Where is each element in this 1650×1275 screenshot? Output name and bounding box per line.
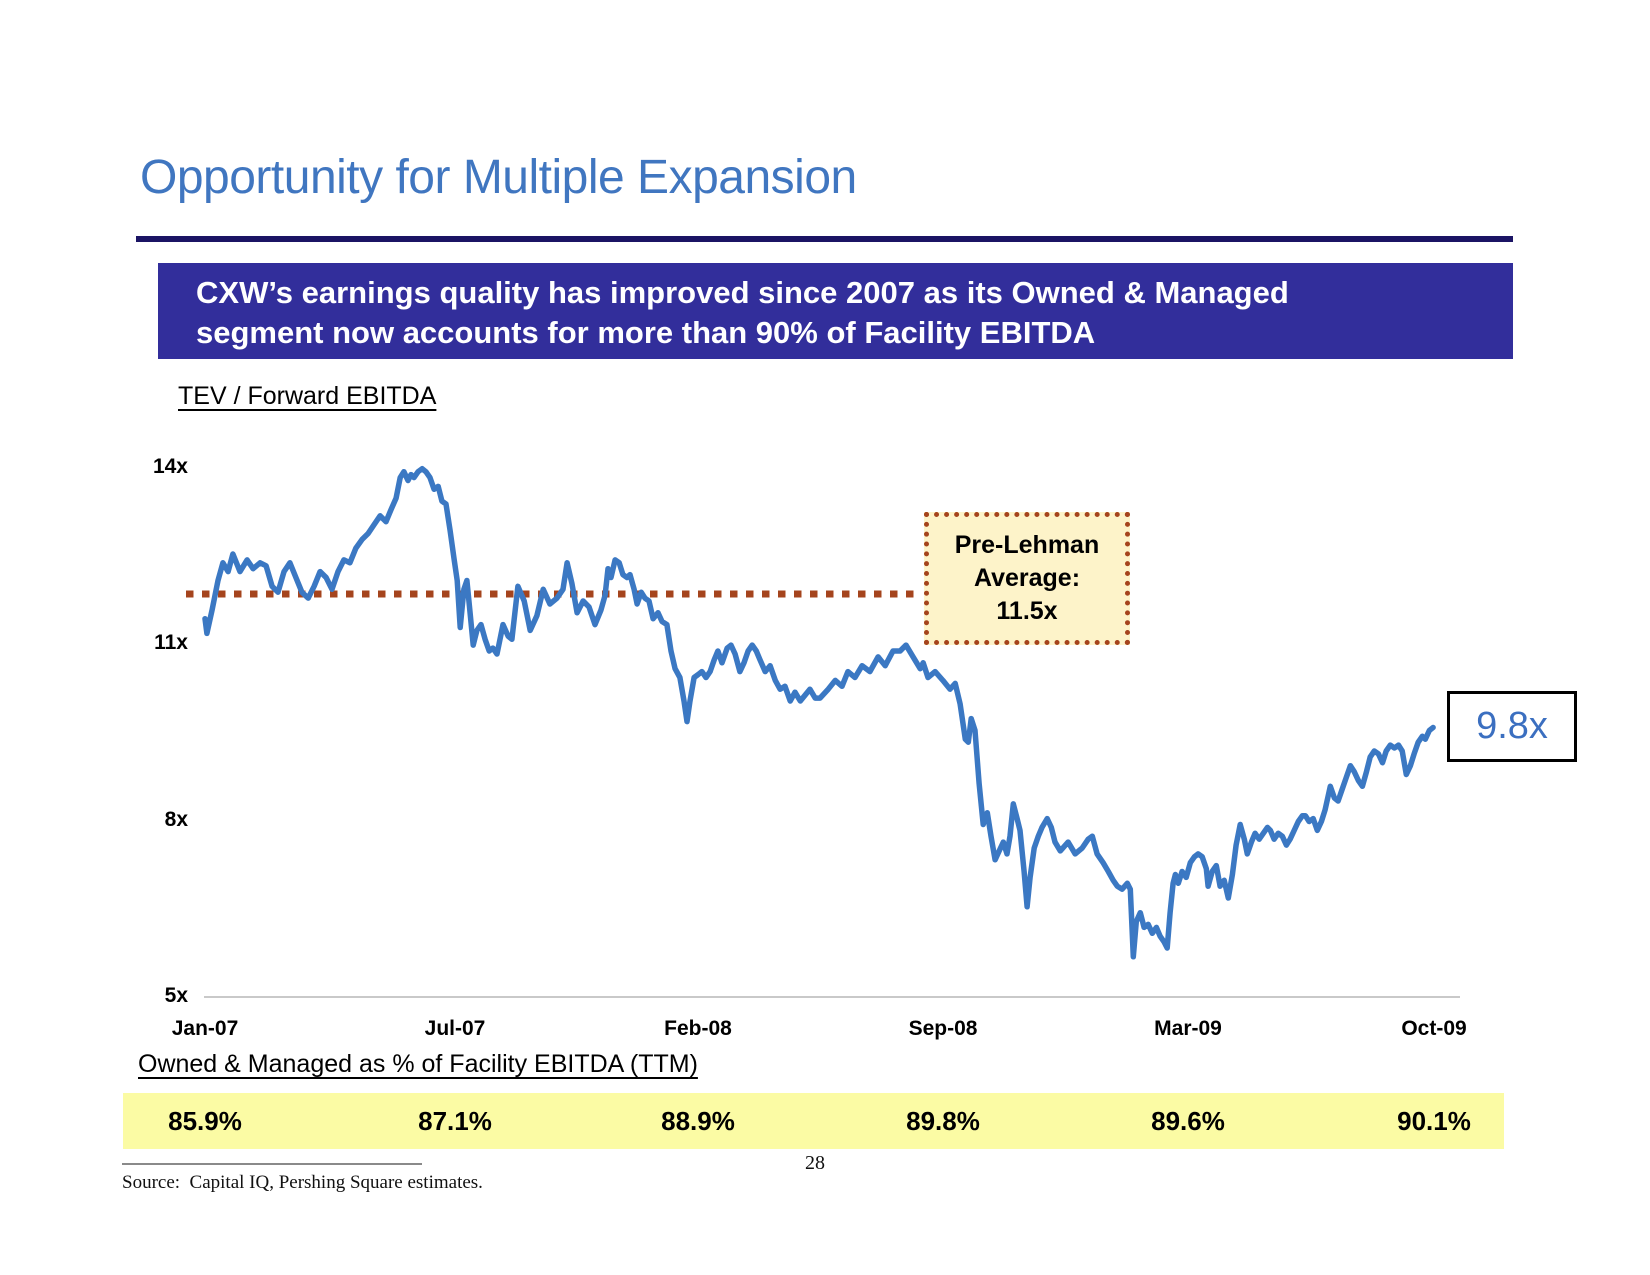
percentage-band xyxy=(123,1093,1504,1149)
callout-line-1: Pre-Lehman xyxy=(954,531,1100,559)
page-number: 28 xyxy=(805,1152,825,1174)
x-tick-label: Mar-09 xyxy=(1154,1017,1222,1040)
footnote-divider xyxy=(122,1163,422,1165)
chart-title: TEV / Forward EBITDA xyxy=(178,382,437,410)
banner-line-2: segment now accounts for more than 90% o… xyxy=(196,315,1096,350)
y-tick-label: 14x xyxy=(152,454,188,478)
callout-line-3: 11.5x xyxy=(996,597,1058,625)
page-title: Opportunity for Multiple Expansion xyxy=(140,151,857,204)
current-multiple-callout: 9.8x xyxy=(1447,691,1577,762)
owned-managed-heading: Owned & Managed as % of Facility EBITDA … xyxy=(138,1050,698,1078)
x-tick-label: Jul-07 xyxy=(424,1017,486,1040)
owned-managed-percentage: 89.8% xyxy=(906,1106,980,1136)
x-tick-label: Oct-09 xyxy=(1401,1017,1467,1040)
owned-managed-percentage: 87.1% xyxy=(418,1106,492,1136)
owned-managed-percentage: 85.9% xyxy=(168,1106,242,1136)
y-tick-label: 11x xyxy=(154,631,188,655)
tev-ebitda-series-line xyxy=(202,465,1436,960)
owned-managed-percentage: 90.1% xyxy=(1397,1106,1471,1136)
current-multiple-value: 9.8x xyxy=(1476,705,1548,747)
x-tick-label: Feb-08 xyxy=(664,1017,732,1040)
owned-managed-percentage: 88.9% xyxy=(661,1106,735,1136)
x-tick-label: Sep-08 xyxy=(908,1017,978,1040)
owned-managed-percentage: 89.6% xyxy=(1151,1106,1225,1136)
y-tick-label: 5x xyxy=(164,984,188,1007)
title-divider xyxy=(136,236,1513,242)
y-tick-label: 8x xyxy=(164,807,188,831)
callout-line-2: Average: xyxy=(973,564,1081,592)
pre-lehman-average-callout: Pre-Lehman Average: 11.5x xyxy=(924,512,1130,645)
source-note: Source: Capital IQ, Pershing Square esti… xyxy=(122,1172,483,1193)
key-message-banner: CXW’s earnings quality has improved sinc… xyxy=(158,263,1513,359)
x-tick-label: Jan-07 xyxy=(171,1017,239,1040)
banner-line-1: CXW’s earnings quality has improved sinc… xyxy=(196,275,1289,310)
